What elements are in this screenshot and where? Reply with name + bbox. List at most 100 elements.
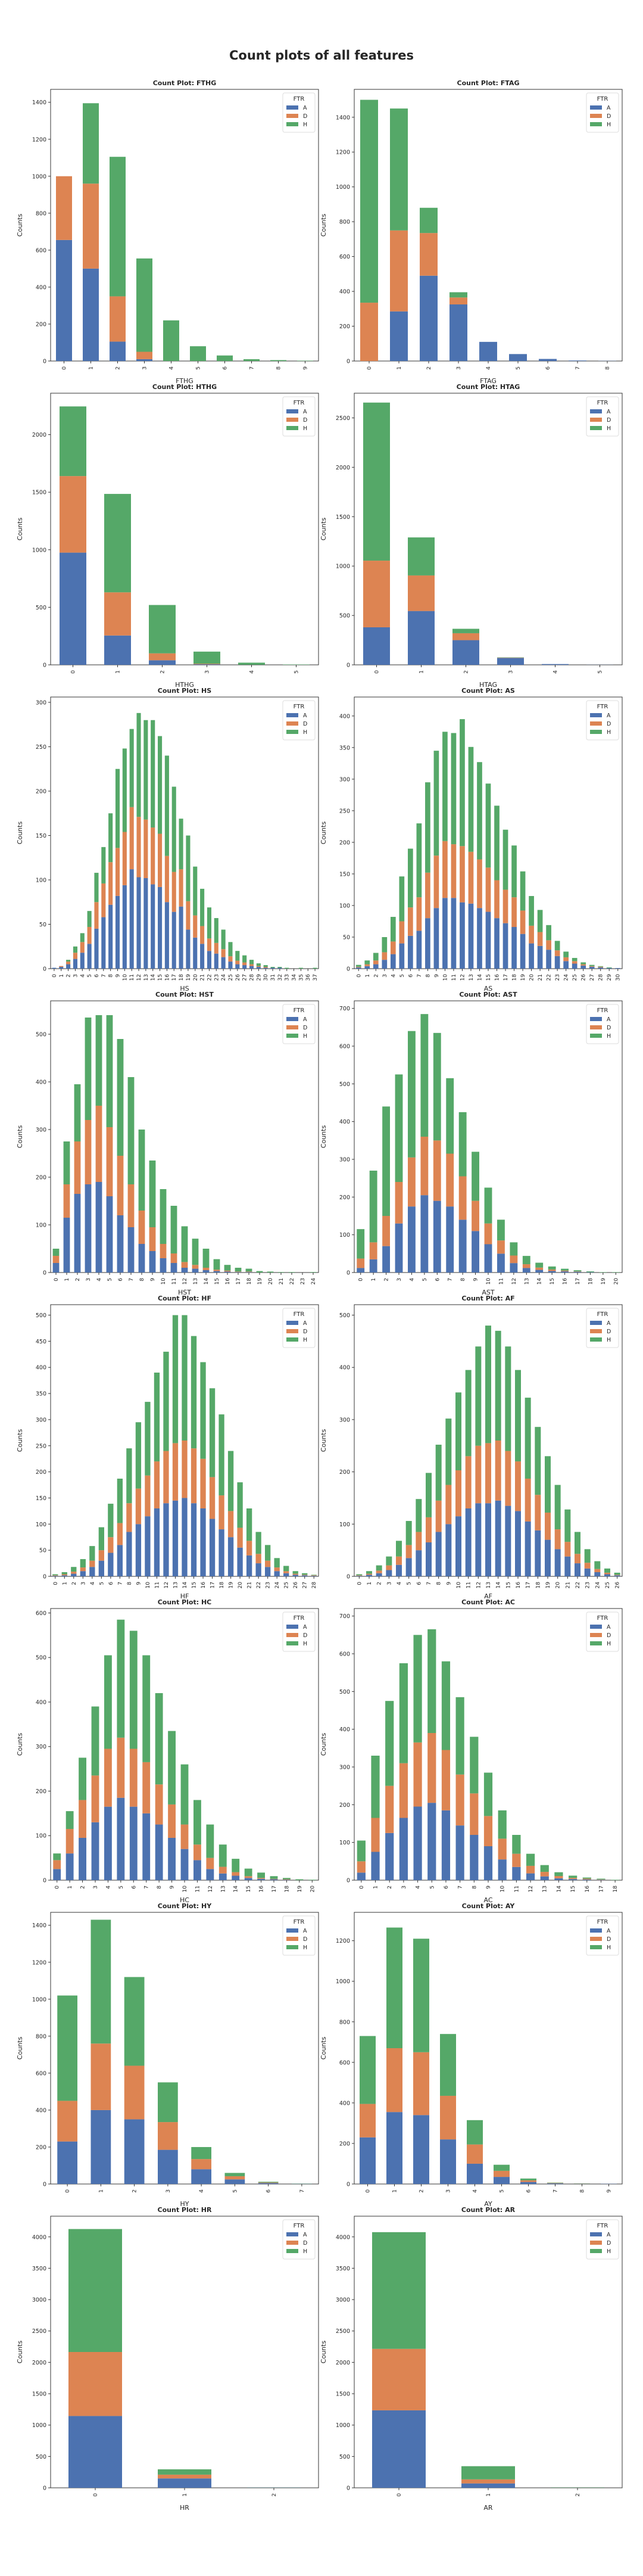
legend-swatch-d — [590, 2241, 602, 2245]
bar-hs-6-h — [94, 873, 98, 902]
bar-ast-8-a — [459, 1219, 467, 1273]
bar-htag-3-a — [497, 658, 524, 665]
y-tick-label: 500 — [339, 613, 350, 620]
x-tick-label: 0 — [359, 1886, 365, 1889]
bar-hf-17-d — [210, 1477, 215, 1519]
x-tick-label: 6 — [118, 1278, 124, 1281]
bar-af-7-a — [426, 1542, 432, 1576]
bar-as-21-d — [538, 932, 543, 945]
bar-hs-3-a — [73, 959, 77, 969]
x-tick-label: 9 — [486, 1886, 492, 1889]
x-tick-label: 20 — [529, 974, 535, 981]
bar-af-4-a — [396, 1565, 402, 1576]
x-tick-label: 3 — [93, 1886, 99, 1889]
bar-hs-22-a — [207, 951, 211, 969]
x-tick-label: 13 — [193, 1278, 199, 1284]
y-tick-label: 500 — [339, 1081, 350, 1088]
bar-as-4-a — [391, 954, 396, 969]
bar-ac-2-h — [385, 1701, 394, 1786]
x-tick-label: 26 — [581, 974, 587, 981]
bar-hc-14-d — [232, 1872, 239, 1876]
chart-title: Count Plot: AST — [459, 991, 517, 998]
bar-htag-1-d — [408, 575, 435, 611]
bar-hf-4-d — [89, 1561, 95, 1567]
x-tick-label: 1 — [67, 1886, 73, 1889]
bar-ay-3-h — [440, 2034, 456, 2096]
bar-hst-16-d — [224, 1271, 231, 1272]
legend-label-d: D — [607, 113, 611, 120]
bar-hf-7-a — [117, 1545, 123, 1576]
y-tick-label: 4000 — [32, 2234, 46, 2241]
y-axis-label: Counts — [16, 822, 24, 845]
bar-ac-0-h — [357, 1841, 366, 1862]
x-tick-label: 2 — [373, 974, 379, 978]
bar-ftag-7-a — [569, 360, 586, 361]
bar-hs-1-d — [59, 966, 63, 967]
bar-af-9-d — [445, 1485, 451, 1525]
legend-swatch-a — [286, 1625, 298, 1629]
x-tick-label: 1 — [373, 1886, 379, 1889]
legend-swatch-a — [590, 409, 602, 413]
bar-fthg-1-a — [83, 269, 99, 361]
y-tick-label: 0 — [347, 662, 350, 669]
bar-hst-14-a — [203, 1270, 210, 1273]
bar-hs-32-a — [277, 968, 282, 969]
bar-hr-0-d — [68, 2352, 122, 2416]
bar-hst-17-d — [235, 1271, 242, 1272]
x-tick-label: 9 — [446, 1582, 452, 1585]
y-tick-label: 200 — [36, 1788, 46, 1795]
bar-ast-9-a — [472, 1231, 479, 1273]
x-tick-label: 24 — [564, 974, 570, 981]
legend-swatch-a — [590, 1321, 602, 1325]
x-tick-label: 18 — [588, 1278, 594, 1285]
y-tick-label: 400 — [339, 713, 350, 720]
y-tick-label: 1000 — [336, 184, 350, 191]
bar-hc-5-h — [117, 1620, 124, 1738]
bar-hs-19-h — [186, 835, 190, 901]
bar-as-16-a — [494, 918, 500, 969]
bar-hf-15-a — [191, 1503, 196, 1576]
bar-hst-19-h — [257, 1271, 263, 1273]
bar-hc-4-a — [104, 1807, 112, 1880]
bar-hf-28-d — [311, 1575, 317, 1576]
x-tick-label: 12 — [528, 1886, 534, 1892]
y-tick-label: 50 — [39, 1548, 46, 1554]
bar-hst-0-a — [53, 1263, 60, 1273]
bar-hs-7-h — [101, 847, 105, 883]
bar-ast-10-h — [485, 1188, 492, 1224]
bar-hs-29-a — [257, 967, 261, 969]
y-tick-label: 400 — [339, 1119, 350, 1125]
bar-ac-7-a — [456, 1825, 464, 1880]
x-tick-label: 7 — [101, 974, 107, 978]
bar-af-14-a — [495, 1501, 501, 1576]
y-tick-label: 0 — [43, 359, 46, 365]
bar-as-0-a — [356, 967, 361, 969]
bar-ac-3-d — [399, 1763, 408, 1818]
bar-hc-17-h — [270, 1876, 278, 1878]
bar-hs-25-d — [228, 956, 232, 962]
bar-ac-2-a — [385, 1833, 394, 1880]
y-tick-label: 200 — [339, 2141, 350, 2147]
y-tick-label: 300 — [36, 1744, 46, 1750]
legend-title: FTR — [597, 96, 608, 102]
bar-af-3-d — [386, 1566, 392, 1570]
bar-as-1-d — [364, 965, 370, 966]
x-tick-label: 9 — [150, 1278, 156, 1281]
bar-hst-1-h — [64, 1141, 70, 1184]
bar-as-13-d — [469, 852, 474, 904]
bar-hc-13-a — [219, 1874, 227, 1880]
x-tick-label: 24 — [274, 1582, 280, 1589]
x-tick-label: 7 — [426, 1582, 432, 1585]
bar-fthg-8-h — [270, 360, 286, 361]
bar-af-17-h — [525, 1398, 531, 1479]
y-tick-label: 1400 — [32, 99, 46, 106]
x-tick-label: 8 — [108, 974, 114, 978]
y-tick-label: 3000 — [32, 2297, 46, 2304]
x-tick-label: 3 — [205, 670, 211, 674]
x-tick-label: 12 — [182, 1278, 188, 1284]
x-tick-label: 6 — [223, 366, 229, 370]
bar-hf-0-d — [52, 1575, 58, 1576]
x-tick-label: 13 — [469, 974, 475, 981]
y-tick-label: 350 — [36, 1391, 46, 1398]
bar-ac-6-a — [442, 1810, 450, 1880]
